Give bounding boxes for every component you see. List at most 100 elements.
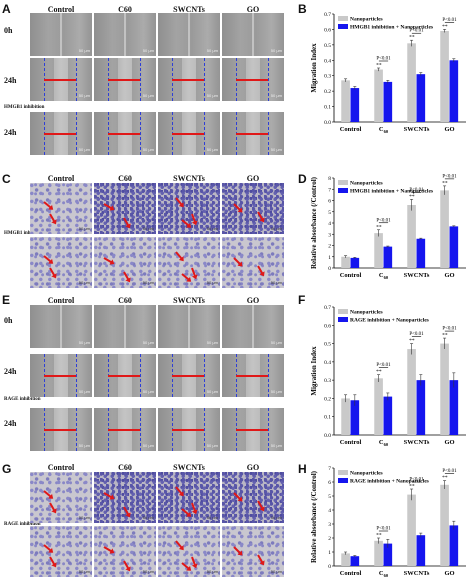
red-arrow-icon [233, 203, 242, 212]
x-tick-label: Control [340, 272, 362, 279]
wound-edge-line [204, 58, 205, 101]
row-label-0h: 0h [4, 26, 13, 35]
bar [407, 494, 416, 566]
y-tick-label: 5 [328, 494, 331, 500]
wound-micrograph: 50 μm [222, 58, 284, 101]
col-head-go: GO [246, 5, 260, 14]
wound-edge-line [140, 408, 141, 451]
wound-gap-marker [236, 374, 268, 377]
p-value-label: P<0.01 [442, 327, 457, 332]
scale-bar-label: 50 μm [270, 147, 282, 152]
y-tick-label: 3 [328, 522, 331, 528]
red-arrow-icon [191, 556, 197, 566]
scale-bar-label: 50 μm [78, 93, 90, 98]
red-arrow-icon [191, 213, 197, 223]
bar [350, 88, 360, 122]
legend-label: Nanoparticles [350, 471, 383, 477]
wound-micrograph: 50 μm [158, 112, 220, 155]
scale-bar-label: 50 μm [142, 340, 154, 345]
legend-swatch [338, 188, 348, 193]
y-tick-label: 0.1 [324, 105, 331, 111]
red-arrow-icon [123, 271, 130, 281]
wound-edge-line [268, 408, 269, 451]
red-arrow-icon [191, 267, 197, 277]
wound-gap-marker [172, 428, 204, 431]
col-head-go: GO [246, 463, 260, 472]
chart-d: 0 1 2 3 4 5 6 7 8 Relative absorbance (/Control) C… [310, 174, 466, 280]
y-axis-label: Migration Index [310, 43, 318, 93]
red-arrow-icon [175, 540, 183, 549]
p-value-label: P<0.01 [409, 332, 424, 337]
bar [449, 380, 459, 435]
bar [440, 343, 449, 435]
legend-swatch [338, 16, 348, 21]
scale-bar-label: 50 μm [270, 389, 282, 394]
wound-micrograph: 50 μm [30, 305, 92, 348]
red-arrow-icon [233, 257, 242, 266]
legend-swatch [338, 470, 348, 475]
scale-bar-label: 50 μm [142, 443, 154, 448]
wound-gap-marker [44, 132, 76, 135]
col-head-control: Control [47, 174, 75, 183]
wound-edge-line [204, 408, 205, 451]
row-label-24h: 24h [4, 76, 17, 85]
wound-edge-line [140, 354, 141, 397]
p-value-label: P<0.01 [409, 478, 424, 483]
y-tick-label: 5 [328, 210, 331, 216]
transwell-micrograph: 50 μm [94, 526, 156, 577]
y-tick-label: 1 [328, 255, 331, 261]
wound-micrograph: 50 μm [30, 58, 92, 101]
x-tick-label: GO [444, 439, 454, 446]
transwell-micrograph: 50 μm [30, 237, 92, 288]
red-arrow-icon [175, 486, 183, 495]
bar [374, 378, 383, 435]
y-tick-label: 0.7 [324, 12, 331, 18]
x-tick-label: SWCNTs [404, 126, 430, 133]
bar [416, 380, 426, 435]
chart-h: 0 1 2 3 4 5 6 7 Relative absorbance (/Control) Co… [310, 466, 466, 578]
scale-bar-label: 50 μm [270, 515, 282, 520]
red-arrow-icon [49, 502, 56, 512]
red-arrow-icon [191, 502, 197, 512]
red-arrow-icon [233, 546, 242, 555]
red-arrow-icon [103, 257, 113, 264]
y-tick-label: 0.3 [324, 378, 331, 384]
red-arrow-icon [103, 492, 113, 499]
scale-bar-label: 50 μm [142, 226, 154, 231]
scale-bar-label: 50 μm [206, 340, 218, 345]
p-value-label: P<0.01 [409, 29, 424, 34]
legend-label: HMGB1 inhibition + Nanoparticles [350, 25, 433, 31]
wound-micrograph: 50 μm [30, 354, 92, 397]
y-tick-label: 0.6 [324, 323, 331, 329]
wound-edge-line [76, 408, 77, 451]
col-head-c60: C60 [118, 463, 132, 472]
row-label-24h-inhib: 24h [4, 419, 17, 428]
row-label-24h: 24h [4, 367, 17, 376]
bar [449, 226, 459, 268]
row-label-24h-inhib: 24h [4, 128, 17, 137]
panel-letter-e: E [2, 293, 11, 307]
wound-gap-marker [108, 132, 140, 135]
bar [350, 400, 360, 435]
panel-letter-h: H [298, 462, 307, 476]
col-head-c60: C60 [118, 5, 132, 14]
wound-gap-marker [108, 78, 140, 81]
scale-bar-label: 50 μm [270, 340, 282, 345]
legend-label: Nanoparticles [350, 310, 383, 316]
scale-bar-label: 50 μm [206, 515, 218, 520]
y-tick-label: 0 [328, 564, 331, 570]
scale-bar-label: 50 μm [142, 280, 154, 285]
panel-letter-g: G [2, 462, 12, 476]
red-arrow-icon [175, 197, 183, 206]
red-arrow-icon [49, 213, 56, 223]
significance-stars: ** [409, 338, 415, 344]
red-arrow-icon [43, 490, 52, 498]
red-arrow-icon [181, 273, 190, 281]
scale-bar-label: 50 μm [78, 226, 90, 231]
scale-bar-label: 50 μm [78, 569, 90, 574]
scale-bar-label: 50 μm [142, 515, 154, 520]
transwell-micrograph: 50 μm [30, 472, 92, 523]
transwell-micrograph: 50 μm [158, 526, 220, 577]
wound-micrograph: 50 μm [222, 408, 284, 451]
wound-micrograph: 50 μm [30, 408, 92, 451]
